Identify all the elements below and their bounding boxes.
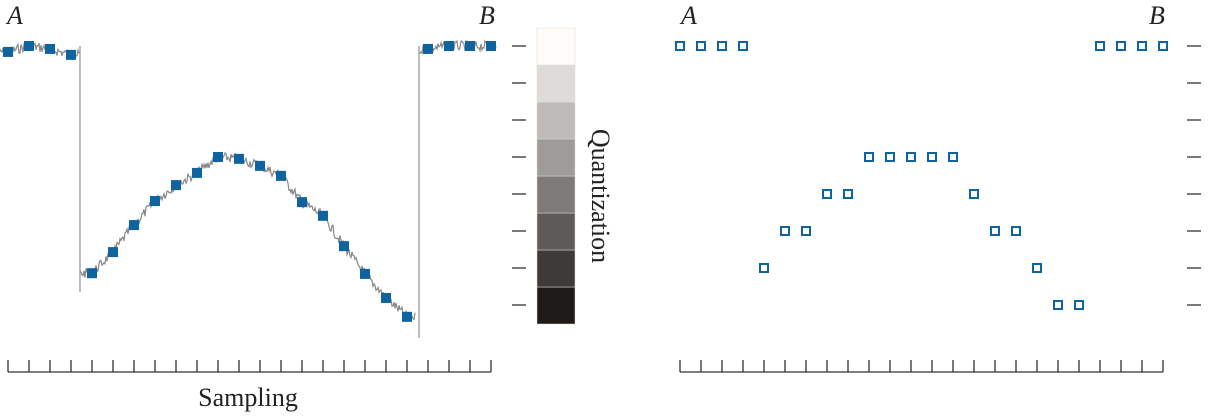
sample: [465, 41, 475, 51]
sample: [24, 41, 34, 51]
sample: [66, 49, 76, 60]
quantized-sample: [738, 41, 748, 51]
sample: [87, 268, 97, 279]
end-label: B: [1149, 1, 1165, 30]
quantized-sample: [969, 189, 979, 199]
gray-level: [536, 64, 576, 103]
sample: [150, 196, 160, 207]
sample: [171, 180, 181, 191]
quantized-sample: [906, 152, 916, 162]
quantized-sample: [927, 152, 937, 162]
y-axis-title: Quantization: [586, 129, 615, 263]
sample: [129, 220, 139, 231]
sample: [297, 197, 307, 208]
sample: [402, 311, 412, 322]
quantized-sample: [990, 226, 1000, 236]
start-label: A: [679, 1, 697, 30]
quantized-sample: [843, 189, 853, 199]
gray-level: [536, 138, 576, 177]
quantized-sample: [717, 41, 727, 51]
gray-level: [536, 27, 576, 66]
end-label: B: [479, 1, 495, 30]
sample: [486, 41, 496, 51]
quantized-sample: [801, 226, 811, 236]
sample: [360, 268, 370, 279]
quantized-sample: [1137, 41, 1147, 51]
gray-level: [536, 175, 576, 214]
sample: [339, 241, 349, 252]
gray-level: [536, 286, 576, 325]
sample: [192, 167, 202, 178]
sample: [108, 247, 118, 258]
gray-level: [536, 212, 576, 251]
sample: [381, 292, 391, 303]
quantized-sample: [1158, 41, 1168, 51]
sample: [444, 41, 454, 51]
gray-level: [536, 101, 576, 140]
quantized-sample: [885, 152, 895, 162]
x-axis-title: Sampling: [198, 383, 298, 412]
sample: [255, 160, 265, 171]
sample: [234, 153, 244, 164]
quantized-sample: [948, 152, 958, 162]
quantized-sample: [675, 41, 685, 51]
quantized-sample: [822, 189, 832, 199]
quantized-sample: [1053, 300, 1063, 310]
quantized-sample: [1011, 226, 1021, 236]
quantized-sample: [864, 152, 874, 162]
quantized-sample: [780, 226, 790, 236]
quantized-sample: [1095, 41, 1105, 51]
signal: [79, 151, 416, 321]
quantized-sample: [1074, 300, 1084, 310]
start-label: A: [5, 1, 23, 30]
sample: [3, 46, 13, 57]
sample: [423, 43, 433, 54]
sample: [213, 152, 223, 162]
gray-level: [536, 249, 576, 288]
quantized-sample: [696, 41, 706, 51]
quantized-sample: [1032, 263, 1042, 273]
quantized-sample: [1116, 41, 1126, 51]
sample: [318, 210, 328, 221]
quantized-sample: [759, 263, 769, 273]
sample: [45, 43, 55, 54]
sample: [276, 170, 286, 181]
